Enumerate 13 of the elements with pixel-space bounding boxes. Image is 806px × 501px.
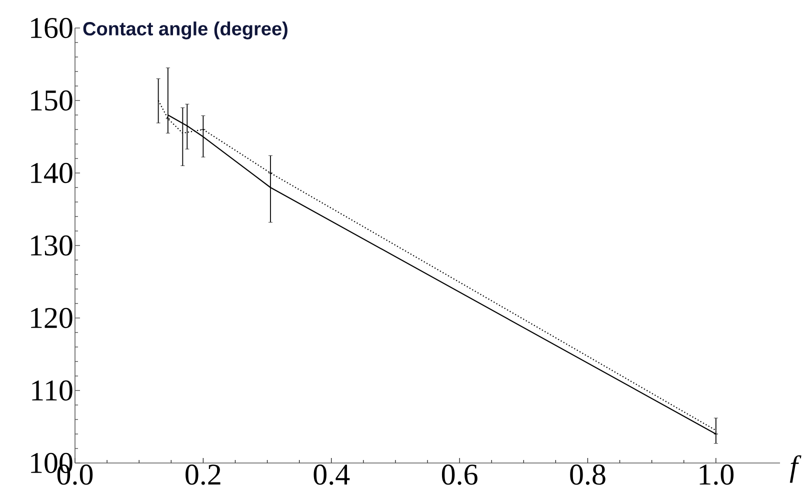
y-tick-label: 120	[31, 308, 72, 328]
x-axis-title: f	[790, 455, 802, 483]
y-tick-label: 110	[32, 380, 72, 401]
y-tick-label: 150	[31, 90, 72, 111]
x-tick-label: 0.6	[442, 464, 478, 485]
y-tick-label: 140	[31, 162, 72, 184]
x-tick-label: 1.0	[700, 464, 734, 485]
x-tick-label: 0.8	[570, 464, 606, 485]
x-tick-label: 0.2	[186, 464, 220, 485]
y-tick-label: 160	[31, 18, 72, 38]
x-tick-label: 0.4	[314, 464, 350, 485]
y-axis-title: Contact angle (degree)	[83, 22, 288, 40]
y-tick-label: 130	[31, 235, 72, 256]
